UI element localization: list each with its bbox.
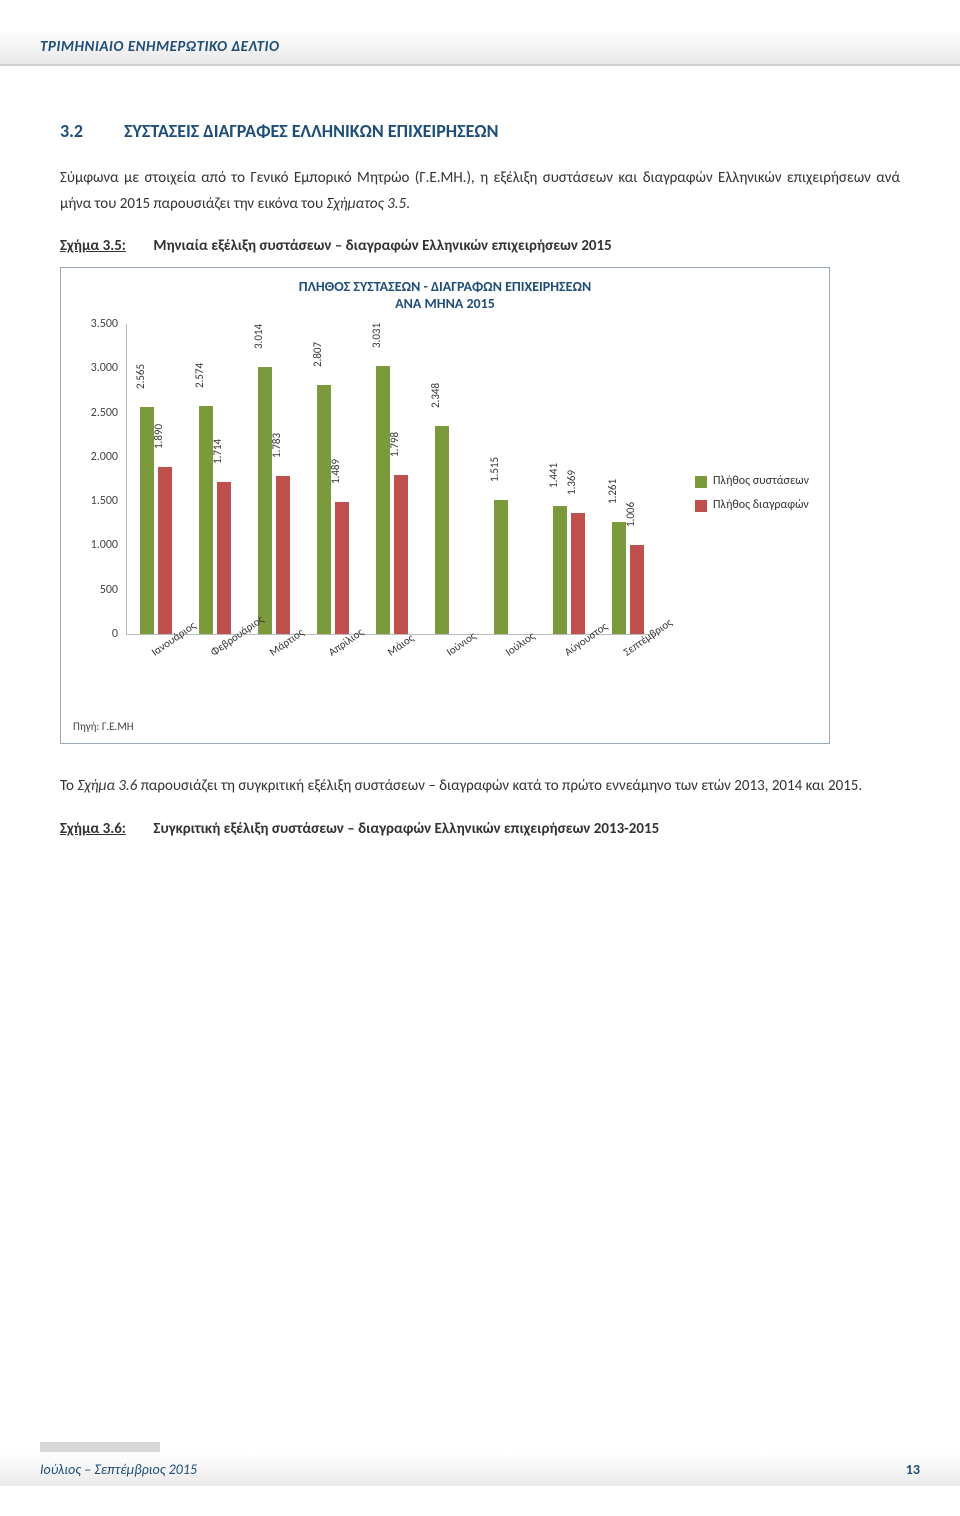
chart-bar-label: 3.031 <box>370 322 383 347</box>
paragraph-1: Σύμφωνα με στοιχεία από το Γενικό Εμπορι… <box>60 166 900 217</box>
legend-item-systaseis: Πλήθος συστάσεων <box>695 474 809 488</box>
chart-bar: 1.798 <box>394 475 408 634</box>
chart-bar: 2.348 <box>435 426 449 634</box>
chart-bar-label: 1.441 <box>547 463 560 488</box>
chart-baseline <box>126 634 656 635</box>
chart-bar-label: 1.489 <box>329 459 342 484</box>
chart-legend: Πλήθος συστάσεων Πλήθος διαγραφών <box>695 474 809 522</box>
chart-bar-label: 1.369 <box>565 470 578 495</box>
chart-bar: 1.714 <box>217 482 231 634</box>
chart-bar: 1.489 <box>335 502 349 634</box>
chart-ytick: 1.000 <box>61 538 118 552</box>
section-title: ΣΥΣΤΑΣΕΙΣ ΔΙΑΓΡΑΦΕΣ ΕΛΛΗΝΙΚΩΝ ΕΠΙΧΕΙΡΗΣΕ… <box>124 120 498 142</box>
chart-xlabel: Μάιος <box>385 631 416 658</box>
chart-bar-label: 2.565 <box>134 364 147 389</box>
chart-bar-label: 1.714 <box>211 439 224 464</box>
chart-bar-label: 1.006 <box>624 502 637 527</box>
section-number: 3.2 <box>60 120 120 142</box>
section-heading: 3.2 ΣΥΣΤΑΣΕΙΣ ΔΙΑΓΡΑΦΕΣ ΕΛΛΗΝΙΚΩΝ ΕΠΙΧΕΙ… <box>60 120 900 142</box>
figure-3-5-chart: ΠΛΗΘΟΣ ΣΥΣΤΑΣΕΩΝ - ΔΙΑΓΡΑΦΩΝ ΕΠΙΧΕΙΡΗΣΕΩ… <box>60 267 830 744</box>
chart-ytick: 0 <box>61 627 118 641</box>
chart-bar: 1.006 <box>630 545 644 634</box>
chart-bar: 1.890 <box>158 467 172 634</box>
chart-bar-label: 1.261 <box>606 479 619 504</box>
chart-bar: 1.783 <box>276 476 290 634</box>
chart-plot: 2.5651.8902.5741.7143.0141.7832.8071.489… <box>126 324 656 634</box>
chart-bar-label: 1.783 <box>270 433 283 458</box>
chart-bar-label: 3.014 <box>252 324 265 349</box>
chart-bar-label: 2.574 <box>193 363 206 388</box>
footer-stripe <box>40 1442 160 1452</box>
paragraph-2: Το Σχήμα 3.6 παρουσιάζει τη συγκριτική ε… <box>60 774 900 800</box>
footer-page-number: 13 <box>906 1461 920 1478</box>
chart-ytick: 1.500 <box>61 494 118 508</box>
chart-bar: 1.261 <box>612 522 626 634</box>
chart-bar: 3.014 <box>258 367 272 634</box>
chart-ytick: 2.500 <box>61 406 118 420</box>
chart-title: ΠΛΗΘΟΣ ΣΥΣΤΑΣΕΩΝ - ΔΙΑΓΡΑΦΩΝ ΕΠΙΧΕΙΡΗΣΕΩ… <box>61 268 829 314</box>
chart-bar: 2.807 <box>317 385 331 634</box>
legend-swatch-red <box>695 500 707 512</box>
legend-item-diagrafes: Πλήθος διαγραφών <box>695 498 809 512</box>
doc-footer: Ιούλιος – Σεπτέμβριος 2015 13 <box>0 1453 960 1486</box>
chart-ytick: 500 <box>61 583 118 597</box>
chart-ytick: 2.000 <box>61 450 118 464</box>
chart-bar: 3.031 <box>376 366 390 634</box>
chart-bar-label: 1.798 <box>388 432 401 457</box>
chart-bar-label: 2.807 <box>311 342 324 367</box>
chart-source: Πηγή: Γ.Ε.ΜΗ <box>61 714 829 743</box>
chart-area: 2.5651.8902.5741.7143.0141.7832.8071.489… <box>61 314 829 714</box>
chart-bar: 1.369 <box>571 513 585 634</box>
doc-header: ΤΡΙΜΗΝΙΑΙΟ ΕΝΗΜΕΡΩΤΙΚΟ ΔΕΛΤΙΟ <box>0 30 960 66</box>
chart-bar-label: 1.515 <box>488 457 501 482</box>
chart-ytick: 3.500 <box>61 317 118 331</box>
legend-swatch-green <box>695 476 707 488</box>
doc-header-title: ΤΡΙΜΗΝΙΑΙΟ ΕΝΗΜΕΡΩΤΙΚΟ ΔΕΛΤΙΟ <box>40 38 920 56</box>
figure-3-5-caption: Σχήμα 3.5: Μηνιαία εξέλιξη συστάσεων – δ… <box>60 237 900 255</box>
chart-bar: 1.515 <box>494 500 508 634</box>
footer-period: Ιούλιος – Σεπτέμβριος 2015 <box>40 1461 197 1478</box>
chart-ytick: 3.000 <box>61 361 118 375</box>
chart-bar-label: 2.348 <box>429 383 442 408</box>
chart-bar: 1.441 <box>553 506 567 634</box>
figure-3-6-caption: Σχήμα 3.6: Συγκριτική εξέλιξη συστάσεων … <box>60 820 900 838</box>
chart-bar-label: 1.890 <box>152 424 165 449</box>
page-body: 3.2 ΣΥΣΤΑΣΕΙΣ ΔΙΑΓΡΑΦΕΣ ΕΛΛΗΝΙΚΩΝ ΕΠΙΧΕΙ… <box>60 120 900 850</box>
